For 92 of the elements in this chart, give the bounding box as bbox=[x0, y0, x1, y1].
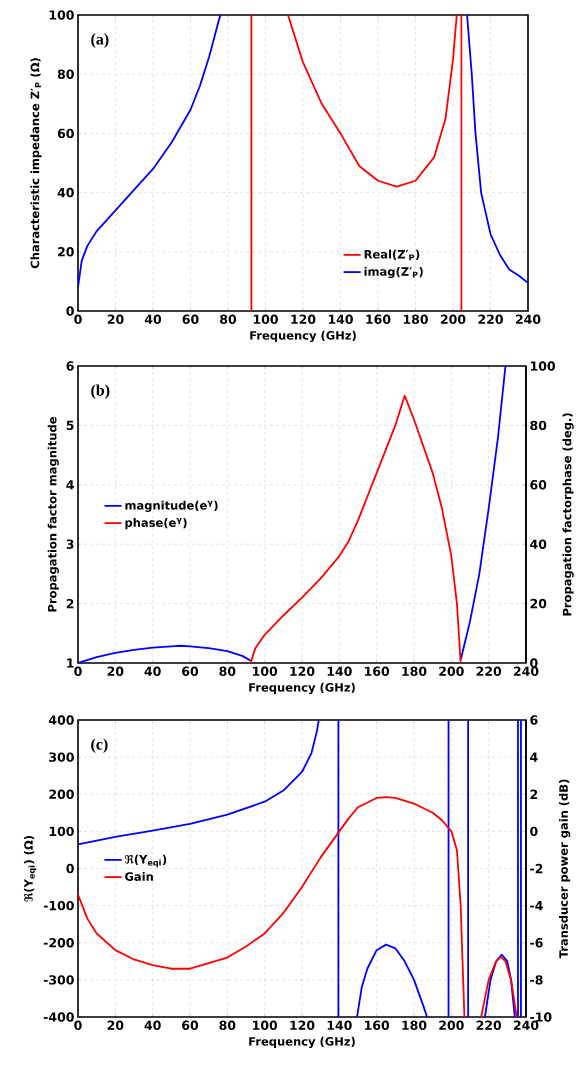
x-tick-label: 100 bbox=[253, 1020, 278, 1030]
x-tick-label: 240 bbox=[513, 1020, 539, 1030]
y2-axis-title: Transducer power gain (dB) bbox=[558, 779, 571, 959]
annotation: (b) bbox=[91, 384, 110, 399]
x-tick-label: 60 bbox=[182, 666, 199, 676]
x-tick-label: 20 bbox=[107, 1020, 124, 1030]
x-tick-label: 200 bbox=[439, 1020, 464, 1030]
x-tick-label: 200 bbox=[440, 314, 466, 324]
y-tick-label: 60 bbox=[57, 128, 74, 139]
x-tick-label: 160 bbox=[365, 666, 390, 676]
x-tick-label: 140 bbox=[327, 666, 352, 676]
y2-axis-title: Propagation factorphase (deg.) bbox=[562, 413, 574, 616]
y-tick-label: -200 bbox=[43, 938, 74, 948]
y2-tick-label: 60 bbox=[530, 480, 547, 490]
x-tick-label: 180 bbox=[402, 1020, 427, 1030]
y-tick-label: 6 bbox=[66, 361, 74, 371]
legend-label: Real(Z′$_{P}$) bbox=[364, 249, 420, 261]
y-tick-label: 200 bbox=[49, 789, 74, 799]
x-tick-label: 20 bbox=[107, 666, 124, 676]
y-tick-label: 400 bbox=[48, 715, 74, 725]
x-tick-label: 40 bbox=[144, 314, 162, 324]
y2-tick-label: 20 bbox=[530, 598, 547, 609]
x-tick-label: 120 bbox=[290, 1020, 315, 1030]
x-tick-label: 80 bbox=[220, 314, 237, 324]
x-tick-label: 40 bbox=[144, 666, 161, 676]
x-tick-label: 220 bbox=[476, 1020, 502, 1030]
x-tick-label: 220 bbox=[476, 666, 502, 676]
x-tick-label: 0 bbox=[74, 314, 82, 324]
y-tick-label: 300 bbox=[49, 752, 74, 762]
y2-tick-label: 2 bbox=[530, 789, 538, 799]
y2-tick-label: -10 bbox=[530, 1012, 552, 1022]
y-tick-label: 100 bbox=[49, 826, 74, 837]
y2-tick-label: 40 bbox=[530, 539, 547, 549]
y-tick-label: 100 bbox=[49, 10, 74, 20]
y-tick-label: 5 bbox=[66, 420, 74, 431]
x-tick-label: 40 bbox=[144, 1020, 161, 1030]
x-axis-title: Frequency (GHz) bbox=[250, 330, 356, 343]
x-tick-label: 160 bbox=[366, 314, 391, 324]
y2-tick-label: -4 bbox=[530, 901, 543, 911]
y-tick-label: -400 bbox=[43, 1012, 74, 1022]
x-tick-label: 140 bbox=[327, 1020, 352, 1030]
y2-tick-label: -8 bbox=[530, 975, 543, 985]
x-tick-label: 220 bbox=[478, 314, 503, 324]
y2-tick-label: -6 bbox=[530, 938, 543, 948]
y-axis-title: ℜ(Y$_{eqi}$) (Ω) bbox=[23, 836, 37, 902]
legend-label: phase(e$^{γ}$) bbox=[125, 517, 187, 530]
x-tick-label: 0 bbox=[74, 666, 82, 676]
y-tick-label: 0 bbox=[66, 306, 74, 316]
x-tick-label: 120 bbox=[290, 666, 315, 676]
annotation: (c) bbox=[91, 738, 108, 753]
y-tick-label: 40 bbox=[57, 187, 74, 198]
y-tick-label: 20 bbox=[58, 247, 74, 257]
x-tick-label: 80 bbox=[219, 666, 236, 676]
y-tick-label: -300 bbox=[43, 975, 74, 985]
x-tick-label: 0 bbox=[74, 1020, 82, 1030]
y-tick-label: -100 bbox=[43, 900, 74, 911]
x-tick-label: 20 bbox=[107, 314, 124, 324]
y2-tick-label: 80 bbox=[530, 420, 547, 431]
y2-tick-label: 0 bbox=[530, 658, 538, 668]
y2-tick-label: 100 bbox=[530, 361, 556, 371]
x-axis-title: Frequency (GHz) bbox=[249, 682, 355, 695]
legend-label: ℜ(Y$_{eqi}$) bbox=[124, 854, 167, 868]
x-axis-title: Frequency (GHz) bbox=[249, 1036, 355, 1049]
x-tick-label: 180 bbox=[403, 314, 428, 324]
x-tick-label: 140 bbox=[328, 314, 353, 324]
y-tick-label: 2 bbox=[66, 598, 74, 609]
y-axis-title: Propagation factor magnitude bbox=[47, 417, 59, 612]
legend-label: magnitude(e$^{γ}$) bbox=[125, 500, 218, 512]
y-axis-title: Characteristic impedance Z′$_{P}$ (Ω) bbox=[30, 58, 42, 269]
y-tick-label: 0 bbox=[66, 863, 74, 874]
x-tick-label: 100 bbox=[253, 314, 278, 324]
x-tick-label: 80 bbox=[219, 1020, 236, 1030]
x-tick-label: 180 bbox=[402, 666, 427, 676]
y-tick-label: 1 bbox=[67, 658, 74, 668]
x-tick-label: 120 bbox=[291, 314, 316, 324]
x-tick-label: 60 bbox=[182, 1020, 199, 1030]
y-tick-label: 3 bbox=[66, 539, 74, 549]
y2-tick-label: 4 bbox=[530, 752, 538, 762]
x-tick-label: 240 bbox=[515, 314, 541, 324]
y2-tick-label: 6 bbox=[530, 715, 538, 725]
annotation: (a) bbox=[91, 33, 109, 48]
x-tick-label: 60 bbox=[182, 314, 199, 324]
y2-tick-label: -2 bbox=[530, 863, 543, 874]
legend-label: imag(Z′$_{P}$) bbox=[364, 266, 423, 279]
x-tick-label: 100 bbox=[253, 666, 278, 676]
x-tick-label: 200 bbox=[439, 666, 464, 676]
y-tick-label: 4 bbox=[66, 480, 74, 490]
x-tick-label: 240 bbox=[513, 666, 539, 676]
y-tick-label: 80 bbox=[57, 69, 74, 79]
x-tick-label: 160 bbox=[365, 1020, 390, 1030]
legend-label: Gain bbox=[125, 871, 153, 881]
y2-tick-label: 0 bbox=[530, 826, 538, 837]
